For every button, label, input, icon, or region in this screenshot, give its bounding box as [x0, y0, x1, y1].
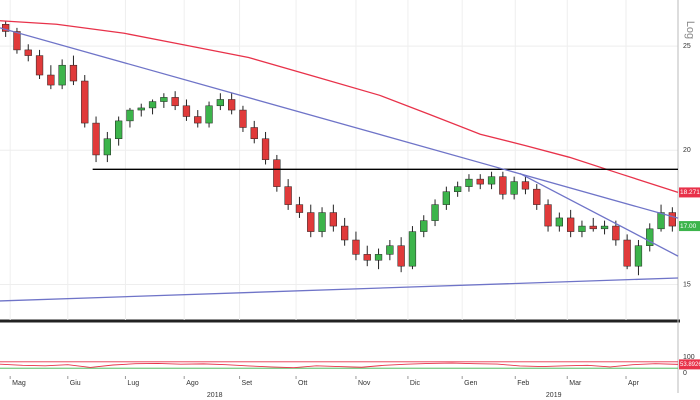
candle-body [397, 245, 405, 267]
rsi-tag-label: 53.8926 [680, 362, 700, 368]
candle-body [58, 64, 66, 86]
candle-body [374, 254, 383, 261]
candle-body [228, 99, 236, 111]
x-tick-label: Lug [127, 380, 139, 387]
trendline [0, 27, 679, 219]
x-tick-label: Set [242, 380, 253, 387]
candle-body [35, 55, 44, 76]
candle-body [521, 181, 530, 190]
candle-body [47, 74, 55, 86]
candle-body [182, 105, 191, 117]
x-tick-label: Ott [298, 380, 307, 387]
candle-body [544, 204, 552, 227]
candle-body [126, 109, 134, 122]
candle-body [465, 178, 473, 187]
candle-body [341, 225, 349, 241]
candle-body [668, 212, 676, 227]
x-tick-label: Gen [464, 380, 477, 387]
candle-body [567, 217, 575, 232]
candle-body [386, 245, 394, 255]
price-tag-box [679, 221, 700, 232]
candle-body [442, 191, 450, 205]
rsi-line [0, 362, 679, 369]
candle-body [623, 239, 631, 267]
candle-body [69, 64, 78, 82]
candle-body [420, 220, 428, 232]
moving-average [0, 20, 679, 194]
candle-body [533, 188, 541, 205]
x-tick-label: Mag [12, 380, 26, 387]
x-tick-label: Feb [517, 380, 529, 387]
candle-body [160, 97, 168, 102]
rsi-tag-box [679, 359, 700, 370]
candle-body [250, 127, 258, 139]
y-axis-label: Log [684, 21, 696, 39]
candle-body [261, 138, 270, 160]
candle-body [499, 176, 507, 195]
candle-body [295, 204, 304, 213]
candle-body [454, 186, 462, 192]
price-tag-label: 17.00 [680, 223, 697, 230]
x-tick-label: Giu [70, 380, 81, 387]
price-tag-box [679, 187, 700, 198]
x-tick-label: Ago [186, 380, 199, 387]
rsi-tick-label: 0 [683, 370, 687, 377]
x-tick-label: Mar [569, 380, 582, 387]
candle-body [646, 228, 654, 246]
y-tick-label: 20 [683, 147, 691, 154]
candle-body [589, 225, 597, 230]
candle-body [352, 239, 360, 255]
candle-body [194, 116, 202, 124]
candle-body [487, 176, 496, 185]
candle-body [363, 254, 371, 261]
candle-body [13, 31, 21, 51]
y-tick-label: 25 [683, 43, 691, 50]
candle-body [171, 97, 179, 107]
x-tick-label: Dic [410, 380, 421, 387]
year-label: 2019 [546, 392, 562, 399]
candle-body [92, 122, 100, 156]
candle-body [510, 181, 518, 195]
candle-body [81, 80, 89, 124]
candle-body [273, 159, 281, 187]
price-tag-label: 18.2714 [680, 189, 700, 196]
candle-body [205, 105, 213, 124]
candle-body [137, 107, 145, 111]
candle-body [329, 212, 337, 227]
rsi-tick-label: 100 [683, 354, 695, 361]
candle-body [307, 212, 315, 232]
candle-body [239, 109, 247, 128]
candle-body [24, 49, 32, 56]
candle-body [284, 186, 292, 205]
x-tick-label: Nov [358, 380, 371, 387]
candle-body [476, 178, 484, 185]
candle-body [555, 217, 563, 227]
candle-body [657, 212, 665, 230]
year-label: 2018 [207, 392, 223, 399]
candle-body [148, 101, 157, 109]
candle-body [612, 225, 620, 241]
x-tick-label: Apr [628, 380, 640, 387]
candle-body [216, 99, 224, 107]
candle-body [600, 225, 609, 230]
trendline [519, 172, 679, 257]
candle-body [431, 204, 439, 221]
candle-body [103, 138, 111, 156]
candle-body [115, 120, 123, 139]
candle-body [318, 212, 326, 232]
trendline [0, 277, 679, 302]
candle-body [578, 225, 586, 232]
y-tick-label: 15 [683, 281, 691, 288]
candle-body [634, 245, 643, 267]
candle-body [408, 231, 417, 267]
